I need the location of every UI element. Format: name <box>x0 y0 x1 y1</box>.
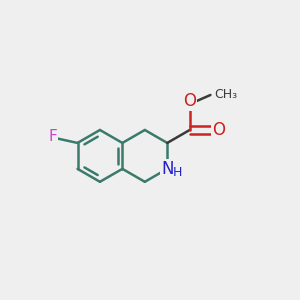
Text: O: O <box>183 92 196 110</box>
Text: H: H <box>173 166 182 179</box>
Text: N: N <box>161 160 173 178</box>
Text: O: O <box>212 121 225 139</box>
Text: F: F <box>49 129 58 144</box>
Text: CH₃: CH₃ <box>214 88 237 101</box>
